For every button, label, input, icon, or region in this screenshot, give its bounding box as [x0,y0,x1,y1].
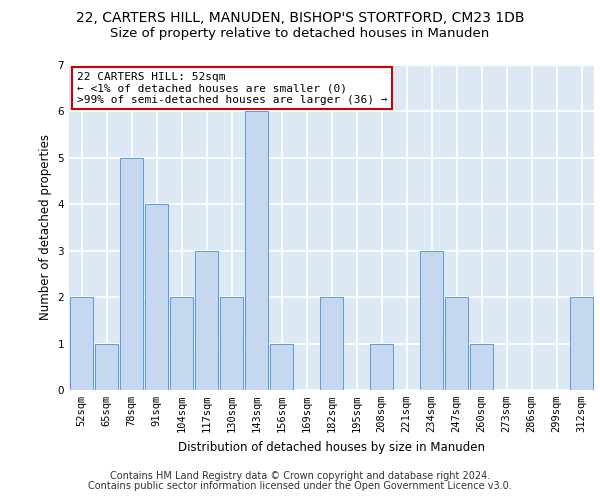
Bar [194,250,218,390]
Bar [419,250,443,390]
Bar [145,204,169,390]
Text: Contains public sector information licensed under the Open Government Licence v3: Contains public sector information licen… [88,481,512,491]
Text: 22 CARTERS HILL: 52sqm
← <1% of detached houses are smaller (0)
>99% of semi-det: 22 CARTERS HILL: 52sqm ← <1% of detached… [77,72,388,104]
Y-axis label: Number of detached properties: Number of detached properties [39,134,52,320]
Bar [220,297,244,390]
Bar [470,344,493,390]
Bar [320,297,343,390]
X-axis label: Distribution of detached houses by size in Manuden: Distribution of detached houses by size … [178,440,485,454]
Text: Contains HM Land Registry data © Crown copyright and database right 2024.: Contains HM Land Registry data © Crown c… [110,471,490,481]
Bar [370,344,394,390]
Bar [119,158,143,390]
Text: 22, CARTERS HILL, MANUDEN, BISHOP'S STORTFORD, CM23 1DB: 22, CARTERS HILL, MANUDEN, BISHOP'S STOR… [76,12,524,26]
Bar [269,344,293,390]
Bar [95,344,118,390]
Bar [70,297,94,390]
Bar [245,112,268,390]
Bar [445,297,469,390]
Text: Size of property relative to detached houses in Manuden: Size of property relative to detached ho… [110,28,490,40]
Bar [569,297,593,390]
Bar [170,297,193,390]
